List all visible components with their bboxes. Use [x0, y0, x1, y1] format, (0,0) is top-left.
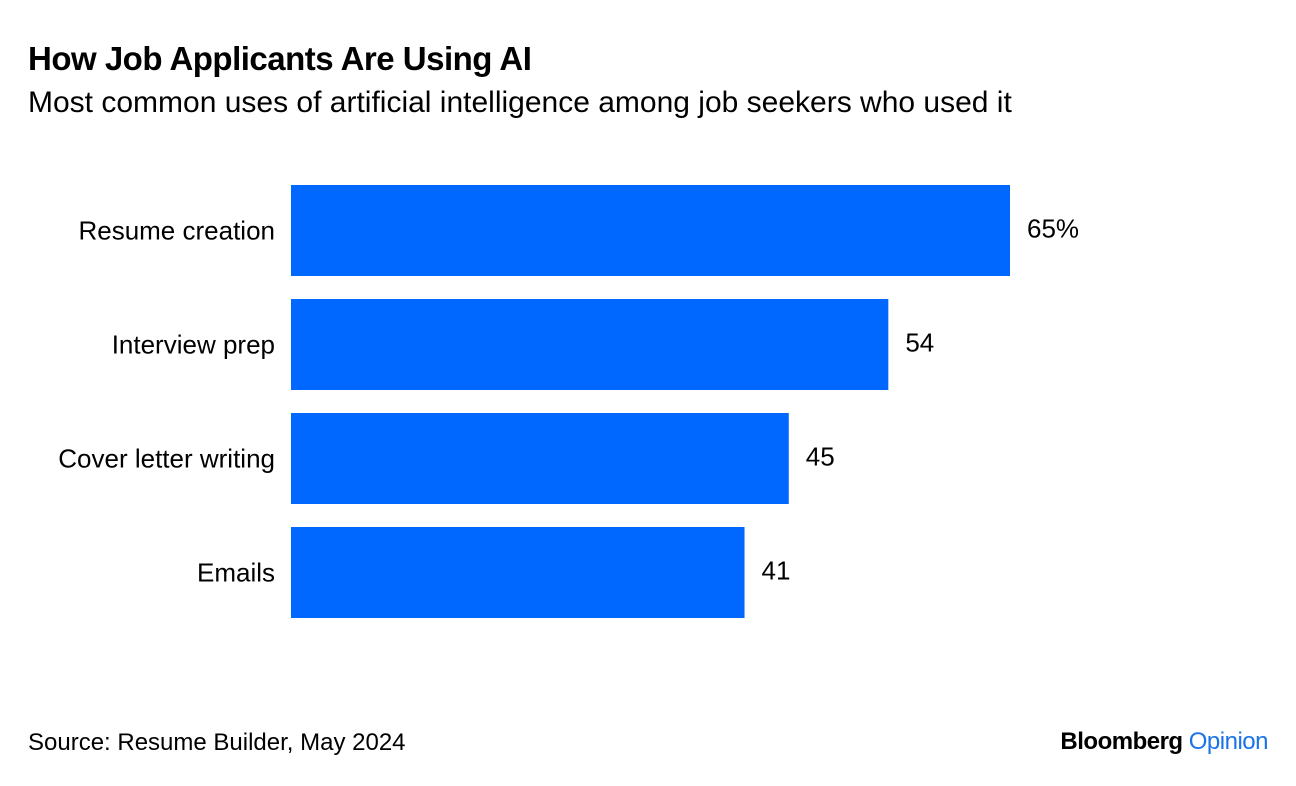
chart-subtitle: Most common uses of artificial intellige…: [28, 86, 1012, 119]
brand-primary: Bloomberg: [1060, 728, 1183, 755]
brand-logo: Bloomberg Opinion: [1060, 728, 1268, 756]
category-label: Emails: [197, 558, 275, 588]
value-label: 65%: [1027, 214, 1079, 244]
bar-resume-creation: [291, 185, 1010, 276]
category-label: Interview prep: [112, 330, 275, 360]
brand-secondary: Opinion: [1188, 728, 1269, 755]
chart-title: How Job Applicants Are Using AI: [28, 40, 532, 77]
value-label: 41: [762, 556, 791, 586]
bar-emails: [291, 527, 745, 618]
category-label: Cover letter writing: [58, 444, 275, 474]
bar-interview-prep: [291, 299, 889, 390]
category-label: Resume creation: [78, 216, 275, 246]
source-note: Source: Resume Builder, May 2024: [28, 729, 406, 756]
value-label: 54: [905, 328, 934, 358]
value-label: 45: [806, 442, 835, 472]
bar-cover-letter-writing: [291, 413, 789, 504]
